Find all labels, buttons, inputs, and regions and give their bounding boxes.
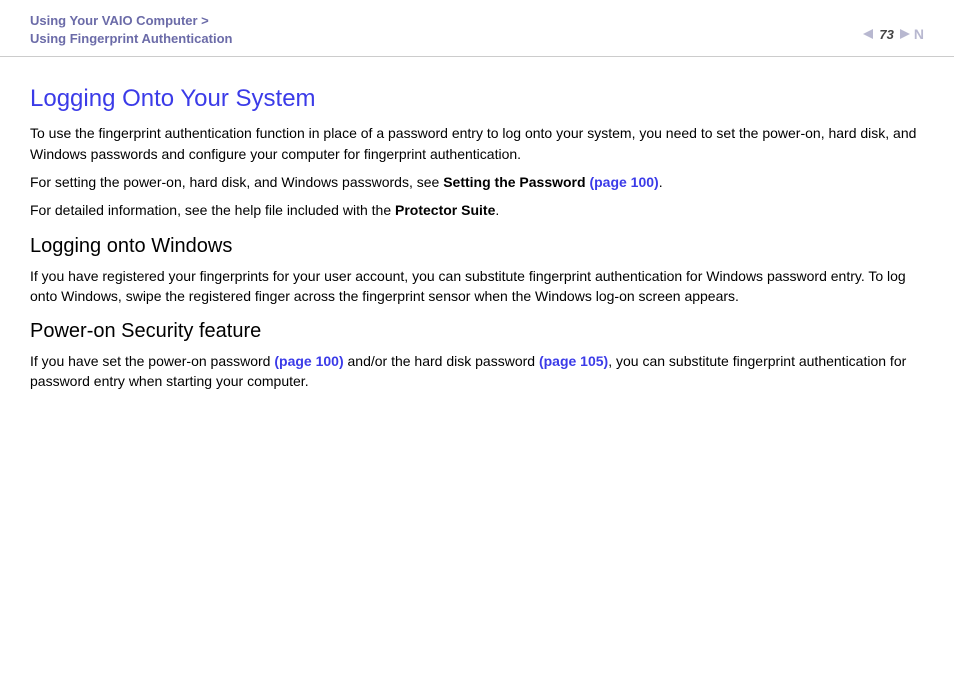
text-span: If you have set the power-on password — [30, 353, 274, 369]
breadcrumb: Using Your VAIO Computer > Using Fingerp… — [30, 12, 232, 48]
page-100-link[interactable]: (page 100) — [589, 174, 658, 190]
section-windows-title: Logging onto Windows — [30, 235, 924, 258]
breadcrumb-line-2[interactable]: Using Fingerprint Authentication — [30, 30, 232, 48]
intro-paragraph-1: To use the fingerprint authentication fu… — [30, 123, 924, 164]
page-100-link-2[interactable]: (page 100) — [274, 353, 343, 369]
setting-password-label: Setting the Password (page 100) — [443, 174, 659, 190]
text-span: Setting the Password — [443, 174, 589, 190]
text-span: For setting the power-on, hard disk, and… — [30, 174, 443, 190]
next-page-arrow-icon[interactable] — [900, 29, 910, 39]
page-header: Using Your VAIO Computer > Using Fingerp… — [0, 0, 954, 57]
section-poweron-title: Power-on Security feature — [30, 320, 924, 343]
page-nav: 73 N — [863, 12, 924, 42]
page-number: 73 — [879, 27, 893, 42]
section-poweron-body: If you have set the power-on password (p… — [30, 351, 924, 392]
section-windows-body: If you have registered your fingerprints… — [30, 266, 924, 307]
page-title: Logging Onto Your System — [30, 85, 924, 113]
protector-suite-label: Protector Suite — [395, 202, 495, 218]
nav-letter: N — [914, 26, 924, 42]
page-105-link[interactable]: (page 105) — [539, 353, 608, 369]
text-span: . — [659, 174, 663, 190]
intro-paragraph-2: For setting the power-on, hard disk, and… — [30, 172, 924, 192]
text-span: For detailed information, see the help f… — [30, 202, 395, 218]
prev-page-arrow-icon[interactable] — [863, 29, 873, 39]
breadcrumb-line-1[interactable]: Using Your VAIO Computer > — [30, 12, 232, 30]
text-span: . — [495, 202, 499, 218]
intro-paragraph-3: For detailed information, see the help f… — [30, 200, 924, 220]
text-span: and/or the hard disk password — [344, 353, 539, 369]
page-content: Logging Onto Your System To use the fing… — [0, 57, 954, 429]
